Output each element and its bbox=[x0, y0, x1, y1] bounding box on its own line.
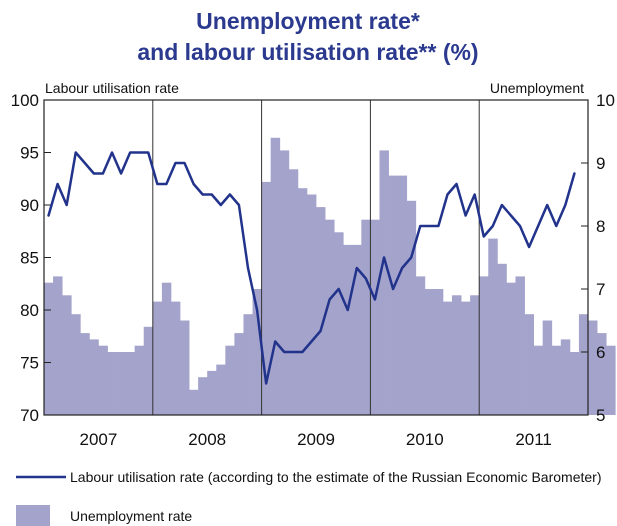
unemployment-bar bbox=[207, 370, 217, 415]
unemployment-bar bbox=[388, 175, 398, 415]
left-tick-label: 80 bbox=[20, 301, 39, 320]
unemployment-bar bbox=[515, 276, 525, 415]
unemployment-bar bbox=[71, 314, 81, 415]
unemployment-bar bbox=[216, 364, 226, 415]
unemployment-bar bbox=[125, 352, 136, 415]
unemployment-bar bbox=[198, 377, 208, 415]
right-axis-label: Unemployment bbox=[490, 80, 584, 96]
unemployment-bar bbox=[98, 345, 108, 415]
unemployment-bar bbox=[569, 352, 580, 415]
unemployment-bar bbox=[62, 295, 72, 415]
unemployment-bar bbox=[89, 339, 99, 415]
unemployment-bar bbox=[470, 295, 480, 415]
left-tick-label: 100 bbox=[11, 91, 39, 110]
unemployment-bar bbox=[107, 352, 117, 415]
chart-title-line-2: and labour utilisation rate** (%) bbox=[137, 39, 478, 65]
legend: Labour utilisation rate (according to th… bbox=[16, 469, 602, 526]
unemployment-bar bbox=[542, 320, 553, 415]
unemployment-bar bbox=[234, 333, 244, 415]
unemployment-bar bbox=[53, 276, 63, 415]
unemployment-bar bbox=[488, 238, 498, 415]
right-tick-label: 8 bbox=[596, 217, 605, 236]
year-label: 2010 bbox=[406, 430, 444, 449]
legend-label-labour-utilisation: Labour utilisation rate (according to th… bbox=[70, 469, 602, 485]
unemployment-bar bbox=[506, 282, 516, 415]
unemployment-bar bbox=[261, 181, 272, 415]
unemployment-bar bbox=[134, 345, 145, 415]
unemployment-bar bbox=[180, 320, 190, 415]
unemployment-bar bbox=[442, 301, 453, 415]
left-tick-label: 75 bbox=[20, 354, 39, 373]
unemployment-bar bbox=[415, 276, 426, 415]
unemployment-bar bbox=[361, 219, 371, 415]
left-axis-label: Labour utilisation rate bbox=[45, 80, 179, 96]
right-tick-label: 6 bbox=[596, 343, 605, 362]
unemployment-bar bbox=[352, 244, 362, 415]
unemployment-bar bbox=[252, 289, 262, 415]
unemployment-bar bbox=[152, 301, 163, 415]
unemployment-bar bbox=[334, 232, 344, 415]
unemployment-bar bbox=[279, 150, 290, 415]
unemployment-bar bbox=[270, 137, 281, 416]
unemployment-bar bbox=[578, 314, 589, 415]
year-label: 2007 bbox=[79, 430, 117, 449]
unemployment-bar bbox=[297, 188, 308, 415]
unemployment-bar bbox=[143, 326, 154, 415]
unemployment-bar bbox=[406, 200, 417, 415]
unemployment-bar bbox=[288, 169, 299, 415]
legend-bar-swatch bbox=[16, 505, 50, 526]
unemployment-bar bbox=[44, 282, 54, 415]
left-tick-label: 85 bbox=[20, 249, 39, 268]
unemployment-bar bbox=[597, 333, 607, 415]
unemployment-bar bbox=[170, 301, 181, 415]
unemployment-bar bbox=[461, 301, 471, 415]
unemployment-bar bbox=[551, 345, 562, 415]
unemployment-bar bbox=[560, 339, 571, 415]
unemployment-bar bbox=[452, 295, 462, 415]
year-label: 2009 bbox=[297, 430, 335, 449]
unemployment-bar bbox=[370, 219, 380, 415]
left-tick-label: 70 bbox=[20, 406, 39, 425]
unemployment-bar bbox=[424, 289, 435, 415]
unemployment-bar bbox=[325, 219, 335, 415]
year-label: 2011 bbox=[515, 430, 552, 449]
unemployment-bar bbox=[116, 352, 126, 415]
unemployment-bar bbox=[189, 389, 199, 415]
unemployment-bar bbox=[479, 276, 489, 415]
unemployment-bar bbox=[533, 345, 544, 415]
unemployment-bar bbox=[433, 289, 444, 415]
unemployment-bar bbox=[243, 314, 253, 415]
unemployment-bar bbox=[343, 244, 353, 415]
unemployment-bar bbox=[497, 263, 507, 415]
right-tick-label: 10 bbox=[596, 91, 615, 110]
right-tick-label: 5 bbox=[596, 406, 605, 425]
unemployment-bar bbox=[379, 150, 389, 415]
labour-utilisation-line bbox=[47, 151, 576, 385]
unemployment-bar bbox=[225, 345, 235, 415]
unemployment-bar bbox=[588, 320, 598, 415]
unemployment-bar bbox=[606, 345, 616, 415]
right-tick-label: 9 bbox=[596, 154, 605, 173]
legend-label-unemployment-rate: Unemployment rate bbox=[70, 508, 192, 524]
unemployment-bar bbox=[161, 282, 172, 415]
left-tick-label: 95 bbox=[20, 144, 39, 163]
right-tick-label: 7 bbox=[596, 280, 605, 299]
chart-title-line-1: Unemployment rate* bbox=[196, 8, 420, 34]
year-label: 2008 bbox=[188, 430, 226, 449]
unemployment-bar bbox=[80, 333, 90, 415]
unemployment-bar bbox=[306, 194, 317, 415]
unemployment-bar bbox=[316, 207, 326, 415]
plot-area: 70 75 80 85 90 95 100 5 6 7 8 9 10 2007 2008 2009 2010 20… bbox=[11, 91, 616, 449]
unemployment-bar bbox=[524, 314, 534, 415]
unemployment-bar bbox=[397, 175, 408, 415]
left-tick-label: 90 bbox=[20, 196, 39, 215]
